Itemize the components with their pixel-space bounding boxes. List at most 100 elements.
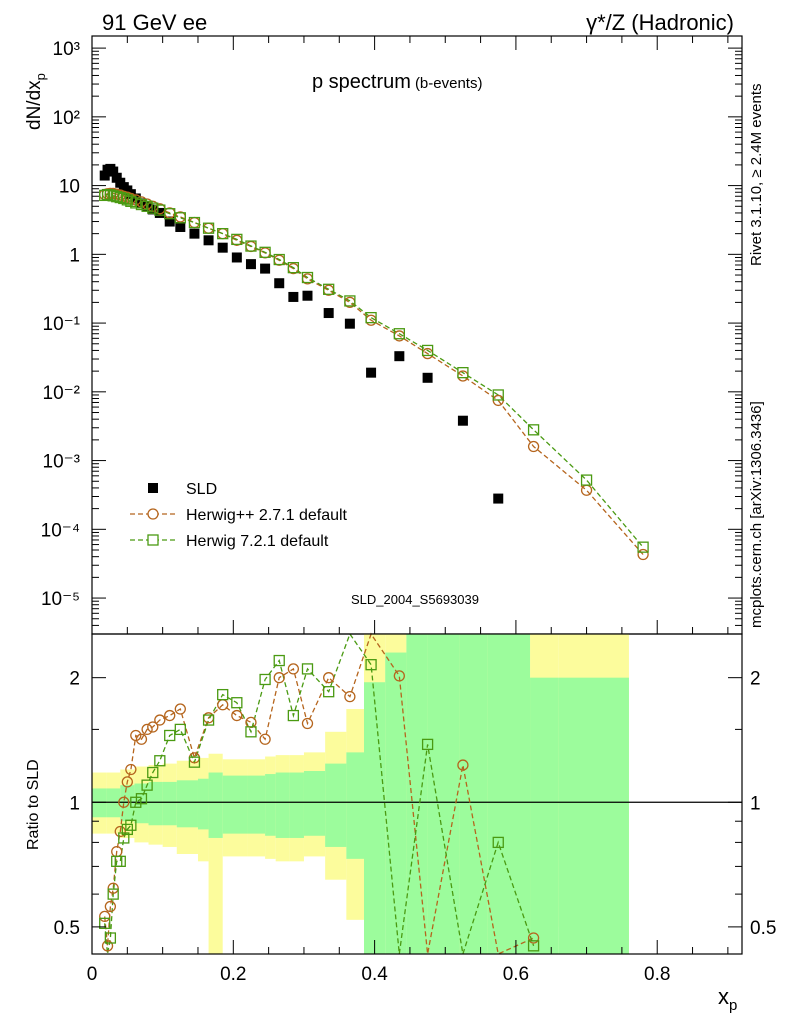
- herwigpp-ratio-point: [323, 672, 335, 684]
- legend-sld-marker: [148, 483, 158, 493]
- sld-point: [422, 372, 433, 383]
- herwig7-ratio-point: [273, 654, 285, 667]
- herwig7-point: [99, 189, 111, 202]
- herwig7-point: [147, 202, 159, 214]
- herwig7-ratio-point: [492, 836, 504, 849]
- herwig7-point: [421, 344, 434, 357]
- stat-band: [427, 634, 460, 954]
- herwig7-ratio-point: [107, 888, 119, 900]
- herwig7-ratio-point: [154, 755, 166, 767]
- y-tick-label: 10⁻¹: [43, 314, 81, 335]
- stat-band: [325, 763, 347, 847]
- herwig7-point: [217, 227, 229, 240]
- sld-point: [108, 166, 119, 177]
- sld-point: [231, 252, 242, 263]
- herwigpp-ratio-point: [114, 825, 126, 838]
- legend: SLD Herwig++ 2.7.1 default Herwig 7.2.1 de…: [130, 481, 348, 550]
- herwigpp-ratio-point: [164, 709, 176, 722]
- herwig7-ratio-point: [188, 756, 201, 768]
- ratio-y-axis-label: Ratio to SLD: [25, 759, 42, 850]
- plot-title: p spectrum (b-events): [312, 71, 482, 93]
- stat-band: [558, 677, 629, 954]
- herwig7-ratio-point: [259, 673, 271, 686]
- sld-point: [164, 216, 175, 227]
- sld-point: [288, 291, 299, 302]
- y-tick-label: 10⁻⁵: [41, 589, 80, 610]
- herwigpp-ratio-point: [527, 932, 540, 944]
- ratio-panel: 0.5 0.5 1 1 2 2 0 0.2 0.4 0.6 0.8 Ratio to SLD xp: [25, 632, 776, 1014]
- stat-band: [148, 781, 163, 826]
- sld-point: [136, 198, 147, 209]
- rivet-label: Rivet 3.1.10, ≥ 2.4M events: [748, 84, 765, 267]
- header-left: 91 GeV ee: [102, 10, 207, 35]
- herwigpp-ratio-point: [273, 672, 285, 684]
- sld-point: [323, 308, 334, 319]
- stat-band: [346, 752, 365, 859]
- herwig7-point: [323, 283, 335, 295]
- herwig7-point: [231, 233, 243, 246]
- herwig7-point: [259, 246, 271, 258]
- herwigpp-ratio-point: [118, 796, 130, 808]
- herwig7-point: [273, 253, 285, 266]
- y-tick-label: 10⁻³: [43, 452, 81, 473]
- herwig7-point: [202, 222, 215, 234]
- herwig7-point: [527, 424, 540, 436]
- herwig7-ratio-point: [323, 686, 335, 698]
- herwig7-ratio-point: [287, 709, 300, 722]
- herwig7-point: [141, 200, 153, 212]
- sld-point: [260, 263, 271, 274]
- sld-point: [457, 415, 468, 426]
- herwig7-ratio-point: [121, 823, 133, 836]
- herwig7-ratio-point: [245, 726, 257, 738]
- stat-band: [265, 774, 276, 836]
- herwigpp-ratio-point: [457, 759, 469, 771]
- ratio-tick-label: 0.5: [54, 918, 80, 939]
- herwig7-point: [492, 389, 504, 401]
- legend-square-marker: [147, 534, 159, 546]
- herwig7-ratio-point: [527, 940, 540, 952]
- herwig7-ratio-point: [114, 855, 126, 867]
- herwig7-ratio-point: [99, 917, 111, 929]
- herwig7-point: [301, 271, 314, 284]
- herwig7-point: [637, 541, 649, 553]
- x-tick-label: 0.6: [503, 964, 529, 985]
- herwig7-ratio-point: [130, 796, 142, 808]
- y-tick-label: 10: [59, 177, 80, 198]
- y-tick-label: 1: [69, 245, 80, 266]
- herwig7-ratio-point: [421, 738, 434, 751]
- header-right: γ*/Z (Hadronic): [586, 10, 734, 35]
- herwigpp-ratio-point: [154, 714, 166, 726]
- stat-band: [530, 677, 559, 954]
- ratio-tick-label-right: 1: [750, 793, 761, 814]
- sld-point: [203, 235, 214, 246]
- top-data: [99, 163, 649, 561]
- sld-point: [245, 259, 256, 270]
- ratio-tick-label: 2: [69, 669, 80, 690]
- herwig7-ratio-point: [174, 723, 186, 736]
- herwig7-ratio-point: [104, 932, 117, 944]
- sld-point: [274, 278, 285, 289]
- herwigpp-ratio-point: [174, 703, 186, 715]
- stat-band: [197, 778, 209, 830]
- herwig7-ratio-point: [217, 688, 229, 701]
- herwigpp-ratio-point: [393, 670, 405, 682]
- stat-band: [487, 634, 531, 954]
- y-tick-label: 10⁻⁴: [41, 520, 80, 541]
- herwig7-ratio-point: [365, 659, 377, 671]
- herwig7-point: [174, 212, 186, 224]
- herwig7-point: [344, 295, 356, 307]
- stat-band: [289, 772, 304, 838]
- herwig7-point: [457, 367, 469, 379]
- ratio-tick-label-right: 0.5: [750, 918, 776, 939]
- herwig7-point: [287, 262, 300, 274]
- herwig7-ratio-point: [231, 697, 243, 709]
- x-tick-label: 0.2: [220, 964, 246, 985]
- y-tick-label: 10⁻²: [43, 383, 81, 404]
- herwigpp-ratio-point: [101, 940, 114, 952]
- stat-band: [275, 772, 290, 838]
- sld-point: [147, 204, 158, 215]
- ratio-data: [99, 632, 540, 955]
- x-tick-label: 0.8: [644, 964, 670, 985]
- sld-point: [344, 318, 355, 329]
